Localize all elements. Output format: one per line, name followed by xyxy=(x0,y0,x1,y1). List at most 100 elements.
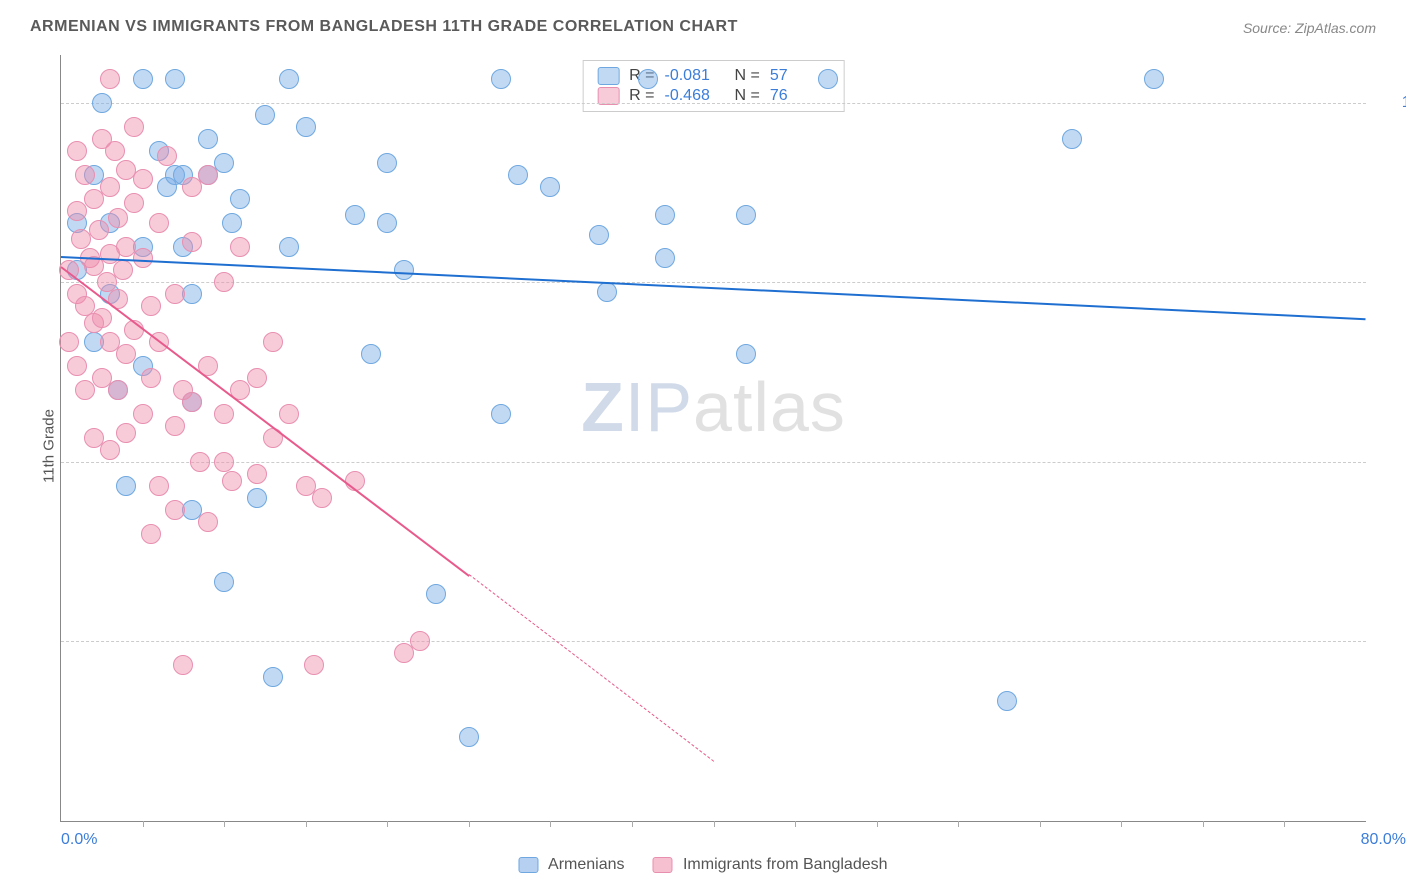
data-point xyxy=(165,500,185,520)
data-point xyxy=(491,69,511,89)
data-point xyxy=(141,296,161,316)
x-tick-mark xyxy=(550,821,551,827)
correlation-legend: R = -0.081 N = 57 R = -0.468 N = 76 xyxy=(582,60,845,112)
x-tick-mark xyxy=(387,821,388,827)
trend-line xyxy=(61,256,1366,320)
data-point xyxy=(279,404,299,424)
data-point xyxy=(59,332,79,352)
data-point xyxy=(100,69,120,89)
trend-line xyxy=(60,266,469,576)
data-point xyxy=(997,691,1017,711)
legend-swatch-icon xyxy=(653,857,673,873)
data-point xyxy=(377,213,397,233)
y-tick-label: 77.5% xyxy=(1376,632,1406,650)
x-tick-mark xyxy=(877,821,878,827)
series-legend: Armenians Immigrants from Bangladesh xyxy=(518,856,887,874)
x-tick-mark xyxy=(469,821,470,827)
legend-r-value-armenians: -0.081 xyxy=(665,67,725,85)
data-point xyxy=(100,177,120,197)
data-point xyxy=(133,169,153,189)
x-tick-mark xyxy=(958,821,959,827)
x-tick-mark xyxy=(632,821,633,827)
data-point xyxy=(247,488,267,508)
gridline xyxy=(61,462,1366,463)
gridline xyxy=(61,103,1366,104)
data-point xyxy=(361,344,381,364)
x-tick-mark xyxy=(306,821,307,827)
data-point xyxy=(214,404,234,424)
watermark-ip: IP xyxy=(625,368,693,446)
y-axis-label: 11th Grade xyxy=(40,409,57,483)
x-tick-mark xyxy=(1203,821,1204,827)
legend-item-armenians: Armenians xyxy=(518,856,624,874)
data-point xyxy=(255,105,275,125)
data-point xyxy=(116,344,136,364)
data-point xyxy=(141,368,161,388)
scatter-chart: ZIPatlas R = -0.081 N = 57 R = -0.468 N … xyxy=(60,55,1366,822)
data-point xyxy=(214,153,234,173)
data-point xyxy=(589,225,609,245)
data-point xyxy=(214,272,234,292)
data-point xyxy=(182,392,202,412)
data-point xyxy=(508,165,528,185)
data-point xyxy=(149,476,169,496)
data-point xyxy=(124,193,144,213)
data-point xyxy=(92,93,112,113)
data-point xyxy=(165,69,185,89)
data-point xyxy=(75,165,95,185)
data-point xyxy=(116,423,136,443)
data-point xyxy=(108,380,128,400)
x-tick-mark xyxy=(1284,821,1285,827)
data-point xyxy=(540,177,560,197)
data-point xyxy=(279,237,299,257)
data-point xyxy=(190,452,210,472)
x-axis-max-label: 80.0% xyxy=(1361,831,1406,849)
data-point xyxy=(736,344,756,364)
data-point xyxy=(173,655,193,675)
data-point xyxy=(655,205,675,225)
data-point xyxy=(141,524,161,544)
y-tick-label: 85.0% xyxy=(1376,453,1406,471)
x-axis-min-label: 0.0% xyxy=(61,831,97,849)
data-point xyxy=(410,631,430,651)
legend-item-bangladesh: Immigrants from Bangladesh xyxy=(653,856,888,874)
source-attribution: Source: ZipAtlas.com xyxy=(1243,20,1376,36)
data-point xyxy=(157,146,177,166)
data-point xyxy=(67,356,87,376)
data-point xyxy=(105,141,125,161)
data-point xyxy=(198,512,218,532)
data-point xyxy=(108,208,128,228)
x-tick-mark xyxy=(795,821,796,827)
data-point xyxy=(263,332,283,352)
data-point xyxy=(345,205,365,225)
watermark-atlas: atlas xyxy=(693,368,846,446)
x-tick-mark xyxy=(224,821,225,827)
data-point xyxy=(133,248,153,268)
data-point xyxy=(133,69,153,89)
chart-title: ARMENIAN VS IMMIGRANTS FROM BANGLADESH 1… xyxy=(30,18,738,36)
y-tick-label: 92.5% xyxy=(1376,273,1406,291)
legend-row-armenians: R = -0.081 N = 57 xyxy=(597,67,830,85)
data-point xyxy=(638,69,658,89)
data-point xyxy=(247,368,267,388)
legend-label: Immigrants from Bangladesh xyxy=(683,856,888,873)
data-point xyxy=(247,464,267,484)
data-point xyxy=(165,416,185,436)
data-point xyxy=(67,141,87,161)
legend-swatch-armenians xyxy=(597,67,619,85)
data-point xyxy=(124,117,144,137)
data-point xyxy=(198,165,218,185)
gridline xyxy=(61,641,1366,642)
y-tick-label: 100.0% xyxy=(1376,94,1406,112)
data-point xyxy=(89,220,109,240)
data-point xyxy=(222,213,242,233)
data-point xyxy=(459,727,479,747)
data-point xyxy=(214,572,234,592)
data-point xyxy=(655,248,675,268)
data-point xyxy=(149,213,169,233)
watermark: ZIPatlas xyxy=(581,367,846,447)
data-point xyxy=(182,232,202,252)
x-tick-mark xyxy=(714,821,715,827)
gridline xyxy=(61,282,1366,283)
watermark-z: Z xyxy=(581,368,625,446)
